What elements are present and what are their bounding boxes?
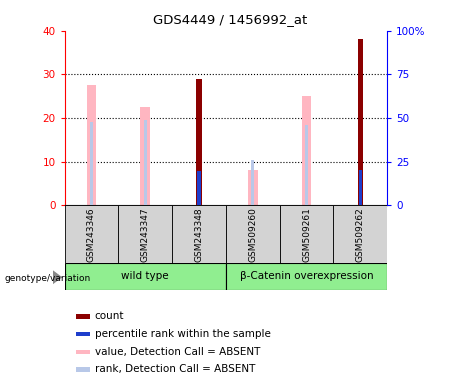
Bar xyxy=(90,122,93,205)
Bar xyxy=(197,171,201,205)
Text: GSM509262: GSM509262 xyxy=(356,207,365,262)
Bar xyxy=(301,96,311,205)
Bar xyxy=(76,332,90,336)
Text: count: count xyxy=(95,311,124,321)
Bar xyxy=(359,170,362,205)
Text: GSM509261: GSM509261 xyxy=(302,207,311,262)
Text: GDS4449 / 1456992_at: GDS4449 / 1456992_at xyxy=(154,13,307,26)
Bar xyxy=(196,79,201,205)
Text: wild type: wild type xyxy=(121,271,169,281)
Bar xyxy=(305,125,308,205)
Bar xyxy=(65,263,226,290)
Text: β-Catenin overexpression: β-Catenin overexpression xyxy=(240,271,373,281)
Bar xyxy=(76,367,90,372)
Bar xyxy=(172,205,226,263)
Bar xyxy=(76,314,90,319)
Bar xyxy=(118,205,172,263)
Bar xyxy=(144,120,147,205)
Bar xyxy=(65,205,118,263)
Bar xyxy=(226,205,280,263)
Text: GSM509260: GSM509260 xyxy=(248,207,257,262)
Text: GSM243348: GSM243348 xyxy=(195,207,203,262)
Bar xyxy=(87,85,96,205)
Text: GSM243346: GSM243346 xyxy=(87,207,96,262)
Text: rank, Detection Call = ABSENT: rank, Detection Call = ABSENT xyxy=(95,364,255,374)
Text: genotype/variation: genotype/variation xyxy=(5,274,91,283)
Bar xyxy=(140,107,150,205)
Polygon shape xyxy=(53,270,62,284)
Bar xyxy=(280,205,333,263)
Bar xyxy=(333,205,387,263)
Bar xyxy=(226,263,387,290)
Text: GSM243347: GSM243347 xyxy=(141,207,150,262)
Bar xyxy=(251,160,254,205)
Bar xyxy=(76,349,90,354)
Bar xyxy=(358,40,363,205)
Text: value, Detection Call = ABSENT: value, Detection Call = ABSENT xyxy=(95,347,260,357)
Bar xyxy=(248,170,258,205)
Text: percentile rank within the sample: percentile rank within the sample xyxy=(95,329,271,339)
